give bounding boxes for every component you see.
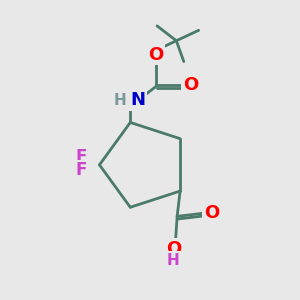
Text: O: O xyxy=(148,46,163,64)
Text: H: H xyxy=(167,253,180,268)
Text: O: O xyxy=(204,204,220,222)
Text: H: H xyxy=(113,93,126,108)
Text: N: N xyxy=(130,91,145,109)
Text: O: O xyxy=(183,76,198,94)
Text: F: F xyxy=(75,161,87,179)
Text: O: O xyxy=(166,240,181,258)
Text: F: F xyxy=(75,148,87,166)
